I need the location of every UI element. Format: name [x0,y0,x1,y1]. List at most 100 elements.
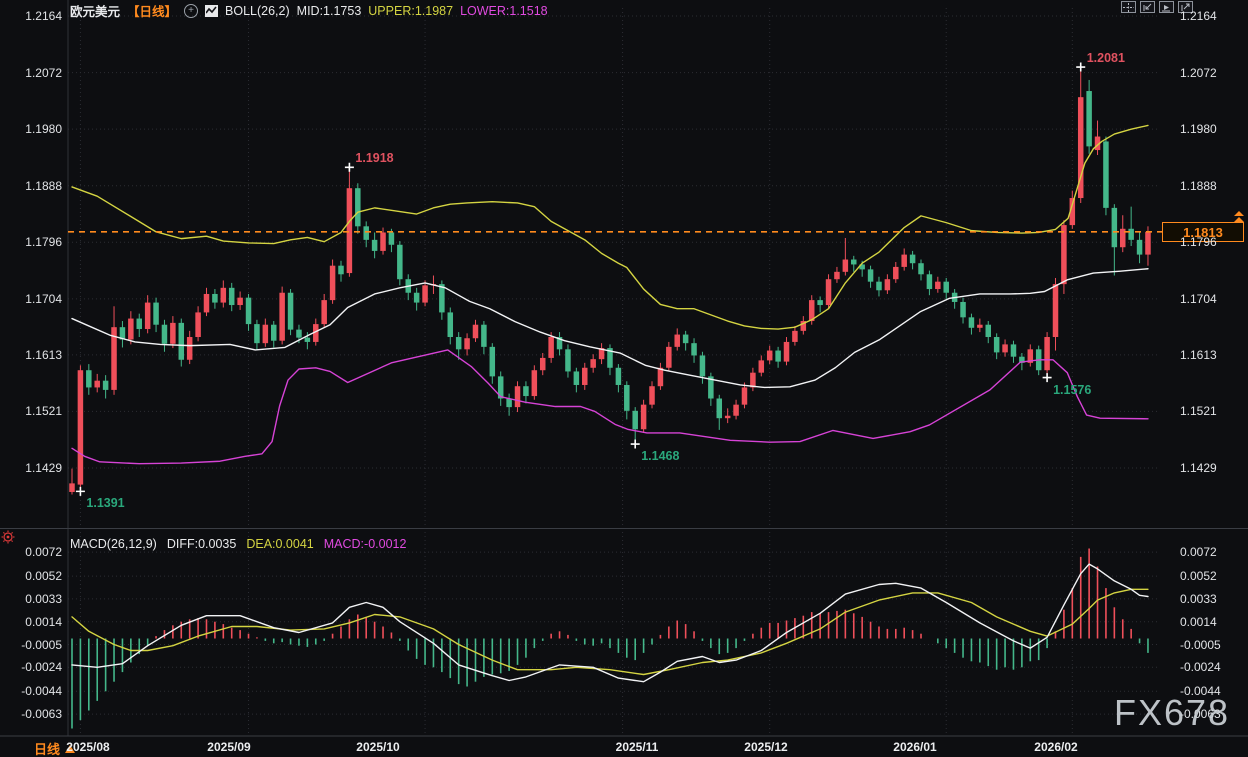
period-up-triangle-icon [65,744,76,753]
candle-body [1120,228,1126,248]
period-label[interactable]: 日线 [34,742,61,757]
price-axis-label-right: 1.1613 [1180,347,1217,362]
candle-body [69,483,75,492]
candle-body [203,293,210,313]
candle-body [220,287,227,303]
boll-mid-value: MID:1.1753 [296,3,362,18]
time-axis-label: 2025/09 [207,740,251,754]
price-axis-label-right: 1.1888 [1180,178,1217,193]
candle-body [901,254,907,267]
low-price-annotation: 1.1468 [641,449,680,464]
indicator-settings-icon[interactable] [1,530,15,549]
macd-axis-label-left: -0.0044 [21,684,62,699]
extreme-cross-marker [1076,62,1086,72]
candle-body [800,321,807,331]
step-forward-icon[interactable] [1159,1,1174,13]
candle-body [876,281,882,291]
candle-body [993,337,1000,353]
candle-body [170,322,176,344]
candle-body [111,327,117,390]
macd-axis-label-right: -0.0005 [1180,637,1221,652]
candle-body [388,232,395,245]
candle-body [632,410,638,430]
plus-circle-icon[interactable]: + [184,3,199,18]
macd-axis-label-left: 0.0014 [25,614,62,629]
candle-body [750,372,756,388]
candle-body [161,324,168,344]
candle-body [977,324,983,328]
dock-pane-icon[interactable] [1140,1,1155,13]
chart-type-icon[interactable] [205,4,219,17]
candle-body [464,338,470,350]
candle-body [926,274,933,290]
candle-body [909,254,916,264]
candle-body [691,343,697,356]
candle-body [321,300,327,325]
price-axis-label-left: 1.2072 [25,65,62,80]
crosshair-icon[interactable] [1121,1,1136,13]
candle-body [1061,225,1067,285]
candle-body [195,312,201,338]
time-axis-label: 2025/10 [356,740,400,754]
macd-params: MACD(26,12,9) [70,537,157,551]
candle-body [733,404,739,416]
candle-body [867,269,874,282]
candle-body [657,367,664,387]
pane-toolbar [1121,1,1193,13]
period-selector[interactable]: 日线 [34,739,76,757]
candle-body [1145,231,1151,255]
candle-body [741,387,748,405]
period-tag[interactable]: 【日线】 [127,5,178,19]
price-axis-label-right: 1.1429 [1180,461,1217,475]
candle-body [817,300,823,306]
candle-body [640,404,647,430]
macd-dea-line [71,588,1149,676]
price-axis-label-right: 1.1980 [1180,122,1217,137]
candle-body [556,337,563,350]
candle-body [355,188,361,227]
candle-body [666,346,672,368]
high-price-annotation: 1.1918 [355,151,394,166]
candle-body [413,292,420,303]
macd-axis-label-left: -0.0005 [21,637,62,652]
candle-body [397,244,403,280]
price-up-arrows-icon [1233,210,1245,222]
time-axis-label: 2025/11 [615,740,659,754]
candle-body [1069,198,1076,226]
candle-body [598,348,605,360]
chart-header: 欧元美元 【日线】 + BOLL(26,2) MID:1.1753 UPPER:… [70,2,548,19]
candle-body [422,285,428,303]
boll-mid-line [71,268,1149,389]
extreme-cross-marker [344,162,354,172]
candle-body [649,386,655,405]
chart-plot-area[interactable] [68,8,1158,735]
candle-body [245,297,252,325]
candle-body [699,355,706,377]
pop-out-icon[interactable] [1178,1,1193,13]
price-axis-label-left: 1.1888 [25,178,62,193]
candle-body [851,259,857,265]
macd-diff-value: DIFF:0.0035 [166,537,237,551]
price-axis-label-left: 1.2164 [25,9,62,23]
extreme-cross-marker [630,439,640,449]
price-axis-label-left: 1.1704 [25,291,62,306]
macd-axis-label-right: 0.0072 [1180,545,1217,560]
price-axis-label-right: 1.2072 [1180,65,1217,80]
low-price-annotation: 1.1576 [1053,382,1092,397]
candle-body [792,330,798,342]
price-axis-label-right: 1.2164 [1180,9,1217,23]
macd-value: MACD:-0.0012 [323,537,407,551]
macd-axis-label-left: 0.0033 [25,591,62,606]
candle-body [783,341,790,362]
candle-body [472,324,479,339]
high-price-annotation: 1.2081 [1086,51,1125,66]
candle-body [94,380,100,388]
candle-body [338,265,344,275]
candle-body [136,318,142,330]
candle-body [607,348,613,368]
candle-body [1002,344,1008,353]
candle-body [1094,136,1101,151]
candle-body [775,350,781,362]
